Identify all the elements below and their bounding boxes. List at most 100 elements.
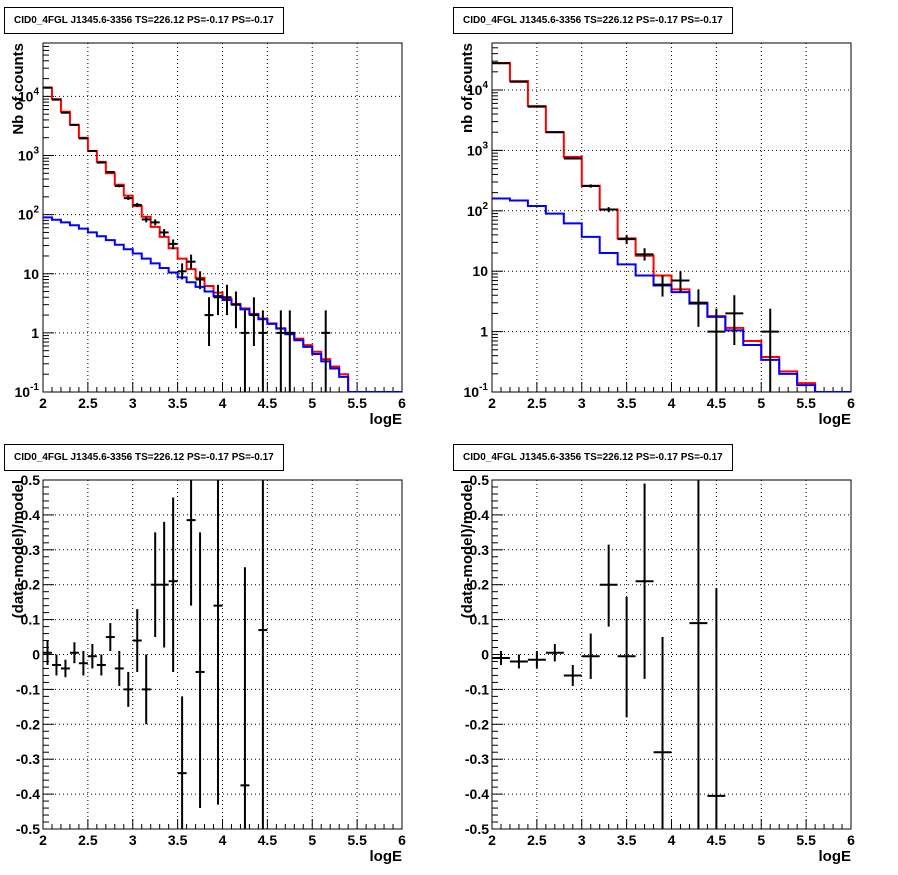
- residual-point: [707, 588, 726, 829]
- residual-point: [653, 637, 672, 829]
- y-tick-label: 0.2: [470, 577, 490, 593]
- panel-counts-coarse: CID0_4FGL J1345.6-3356 TS=226.12 PS=-0.1…: [449, 0, 898, 437]
- data-point: [60, 111, 70, 114]
- x-tick-label: 2.5: [78, 395, 98, 411]
- counts-chart-fine: 2 2.5 3 3.5 4 4.5 5 5.5 6logE10-1110102103104Nb …: [10, 42, 406, 428]
- x-tick-label: 6: [398, 832, 406, 848]
- x-tick-label: 3: [129, 395, 137, 411]
- x-tick-label: 5: [308, 395, 316, 411]
- y-tick-label: 10-1: [464, 382, 489, 400]
- data-point: [114, 184, 124, 188]
- y-tick-label: -0.4: [465, 786, 489, 802]
- data-point: [213, 284, 223, 316]
- x-tick-label: 2: [488, 832, 496, 848]
- x-tick-label: 2: [39, 832, 47, 848]
- y-axis-label: Nb of counts: [10, 43, 27, 135]
- data-point: [204, 297, 214, 346]
- x-axis-label: logE: [819, 848, 852, 865]
- x-tick-label: 5.5: [796, 395, 816, 411]
- residual-point: [186, 480, 196, 606]
- x-tick-label: 2: [488, 395, 496, 411]
- y-tick-base: 1: [480, 324, 488, 340]
- residual-point: [87, 644, 97, 669]
- data-point: [707, 308, 726, 392]
- y-axis-label: (data-model)/model: [10, 480, 27, 618]
- data-point: [321, 310, 331, 392]
- residual-point: [563, 664, 582, 686]
- panel-residuals-fine: CID0_4FGL J1345.6-3356 TS=226.12 PS=-0.1…: [0, 437, 449, 874]
- y-tick-label: 103: [467, 140, 489, 158]
- chart-title: CID0_4FGL J1345.6-3356 TS=226.12 PS=-0.1…: [453, 7, 733, 34]
- y-tick-label: -0.1: [16, 681, 40, 697]
- x-tick-label: 3.5: [617, 395, 637, 411]
- data-point: [168, 239, 178, 250]
- chart-title: CID0_4FGL J1345.6-3356 TS=226.12 PS=-0.1…: [453, 444, 733, 471]
- y-tick-label: 0.5: [21, 472, 41, 488]
- y-tick-label: 104: [467, 80, 489, 98]
- y-tick-label: 0.5: [470, 472, 490, 488]
- y-tick-base: 10: [15, 384, 31, 400]
- data-point: [527, 105, 546, 108]
- data-point: [671, 271, 690, 293]
- data-point: [581, 184, 600, 188]
- residual-point: [545, 644, 564, 662]
- y-tick-base: 10: [18, 207, 34, 223]
- data-point: [249, 297, 259, 346]
- residual-point: [617, 596, 636, 718]
- y-tick-label: -0.5: [16, 821, 40, 837]
- y-tick-label: 0.1: [21, 612, 41, 628]
- x-tick-label: 3.5: [617, 832, 637, 848]
- x-tick-label: 3: [578, 832, 586, 848]
- x-tick-label: 3.5: [168, 395, 188, 411]
- y-tick-label: -0.5: [465, 821, 489, 837]
- residual-point: [43, 640, 52, 665]
- x-tick-label: 6: [847, 832, 855, 848]
- residual-point: [114, 651, 124, 686]
- y-tick-exponent: 3: [33, 146, 39, 157]
- x-tick-label: 5.5: [347, 832, 367, 848]
- data-point: [96, 161, 106, 164]
- y-tick-label: 10: [23, 266, 39, 282]
- residual-point: [213, 480, 223, 805]
- panel-residuals-coarse: CID0_4FGL J1345.6-3356 TS=226.12 PS=-0.1…: [449, 437, 898, 874]
- y-tick-exponent: -1: [30, 382, 39, 393]
- y-tick-base: 10: [464, 384, 480, 400]
- residual-point: [258, 480, 268, 829]
- residual-point: [60, 659, 70, 678]
- data-point: [285, 310, 295, 392]
- x-tick-label: 5.5: [347, 395, 367, 411]
- residual-point: [527, 651, 546, 669]
- y-tick-label: 0: [32, 647, 40, 663]
- y-tick-exponent: 2: [482, 201, 488, 212]
- x-tick-label: 6: [847, 395, 855, 411]
- data-point: [599, 207, 618, 213]
- y-axis-label: (data-model)/model: [459, 480, 476, 618]
- data-point: [132, 202, 142, 208]
- x-tick-label: 6: [398, 395, 406, 411]
- data-point: [105, 171, 115, 174]
- y-tick-label: 0.3: [21, 542, 41, 558]
- residual-point: [689, 480, 708, 829]
- y-tick-label: 102: [18, 205, 40, 223]
- data-point: [150, 219, 160, 226]
- x-tick-label: 2.5: [527, 395, 547, 411]
- residual-point: [132, 609, 142, 672]
- residual-point: [51, 654, 61, 676]
- x-tick-label: 4: [219, 395, 227, 411]
- y-tick-exponent: 4: [482, 80, 488, 91]
- residual-point: [159, 521, 169, 648]
- chart-title: CID0_4FGL J1345.6-3356 TS=226.12 PS=-0.1…: [4, 444, 284, 471]
- data-point: [761, 308, 780, 392]
- residual-point: [635, 483, 654, 679]
- y-tick-label: 104: [18, 86, 40, 104]
- data-point: [222, 284, 232, 316]
- x-axis-label: logE: [370, 411, 403, 428]
- data-point: [240, 310, 250, 392]
- y-tick-label: 0.4: [470, 507, 490, 523]
- y-tick-base: 10: [23, 266, 39, 282]
- y-tick-label: -0.3: [16, 751, 40, 767]
- data-point: [276, 310, 286, 392]
- data-point: [258, 310, 268, 392]
- data-point: [545, 131, 564, 134]
- y-tick-label: -0.4: [16, 786, 40, 802]
